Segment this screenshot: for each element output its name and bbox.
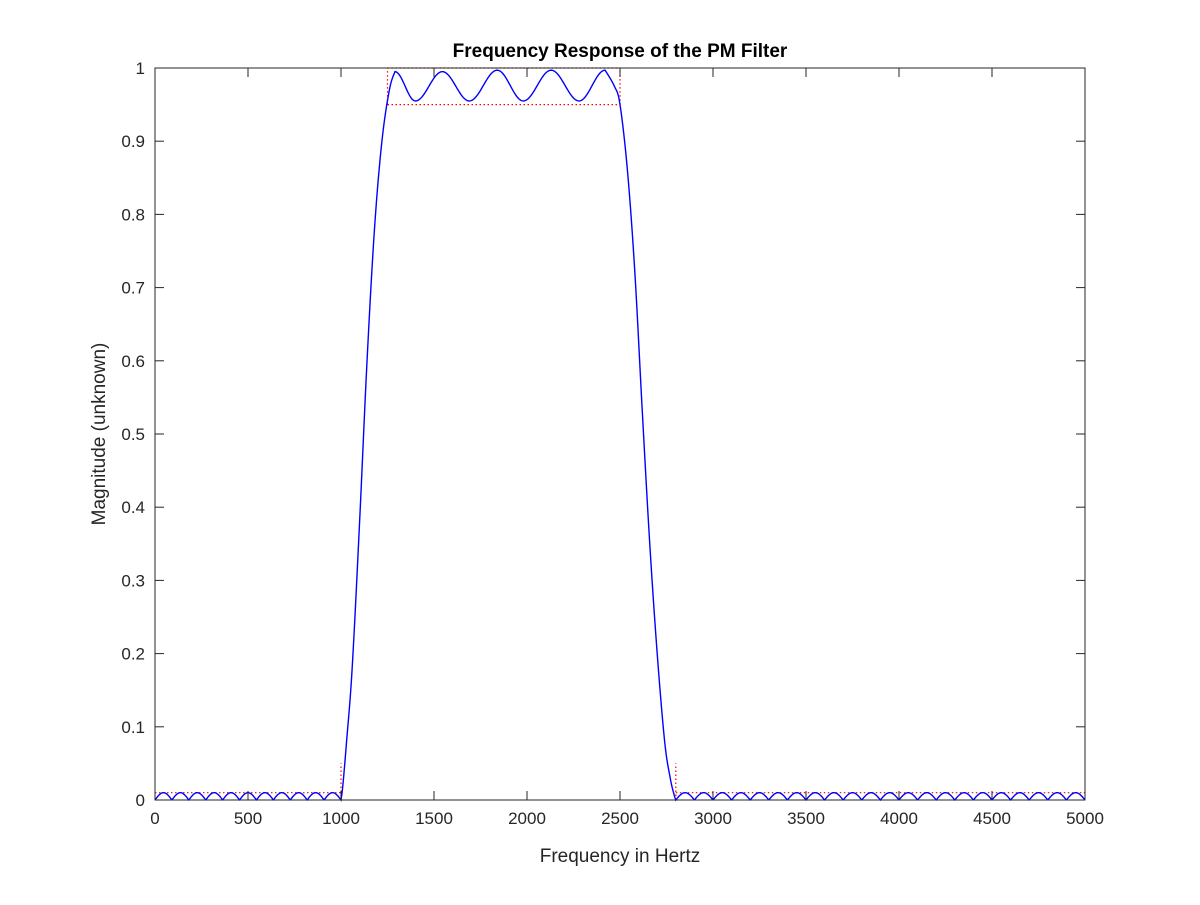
x-tick-label: 500: [234, 809, 262, 828]
x-tick-label: 1500: [415, 809, 453, 828]
x-tick-label: 0: [150, 809, 159, 828]
y-axis-label: Magnitude (unknown): [89, 343, 110, 526]
x-tick-label: 3500: [787, 809, 825, 828]
y-tick-label: 0.8: [121, 205, 145, 224]
x-tick-label: 5000: [1066, 809, 1104, 828]
response-series: [154, 69, 1086, 802]
x-tick-label: 4500: [973, 809, 1011, 828]
y-tick-label: 0.3: [121, 571, 145, 590]
ticks: 0 500 1000 1500 2000 2500 3000 3500 4000 4500 5000…: [121, 59, 1104, 828]
y-tick-label: 0.5: [121, 425, 145, 444]
y-tick-label: 1: [136, 59, 145, 78]
y-tick-label: 0.7: [121, 279, 145, 298]
x-tick-label: 4000: [880, 809, 918, 828]
y-tick-label: 0.2: [121, 645, 145, 664]
x-axis-label: Frequency in Hertz: [540, 846, 701, 867]
x-tick-label: 2500: [601, 809, 639, 828]
chart-title: Frequency Response of the PM Filter: [453, 41, 788, 62]
x-tick-label: 3000: [694, 809, 732, 828]
y-tick-label: 0: [136, 791, 145, 810]
y-tick-label: 0.6: [121, 352, 145, 371]
x-tick-label: 1000: [322, 809, 360, 828]
x-tick-label: 2000: [508, 809, 546, 828]
magnitude-response-line: [154, 69, 1086, 802]
plot-area: [155, 68, 1085, 800]
y-tick-label: 0.1: [121, 718, 145, 737]
y-tick-label: 0.9: [121, 132, 145, 151]
y-tick-label: 0.4: [121, 498, 145, 517]
